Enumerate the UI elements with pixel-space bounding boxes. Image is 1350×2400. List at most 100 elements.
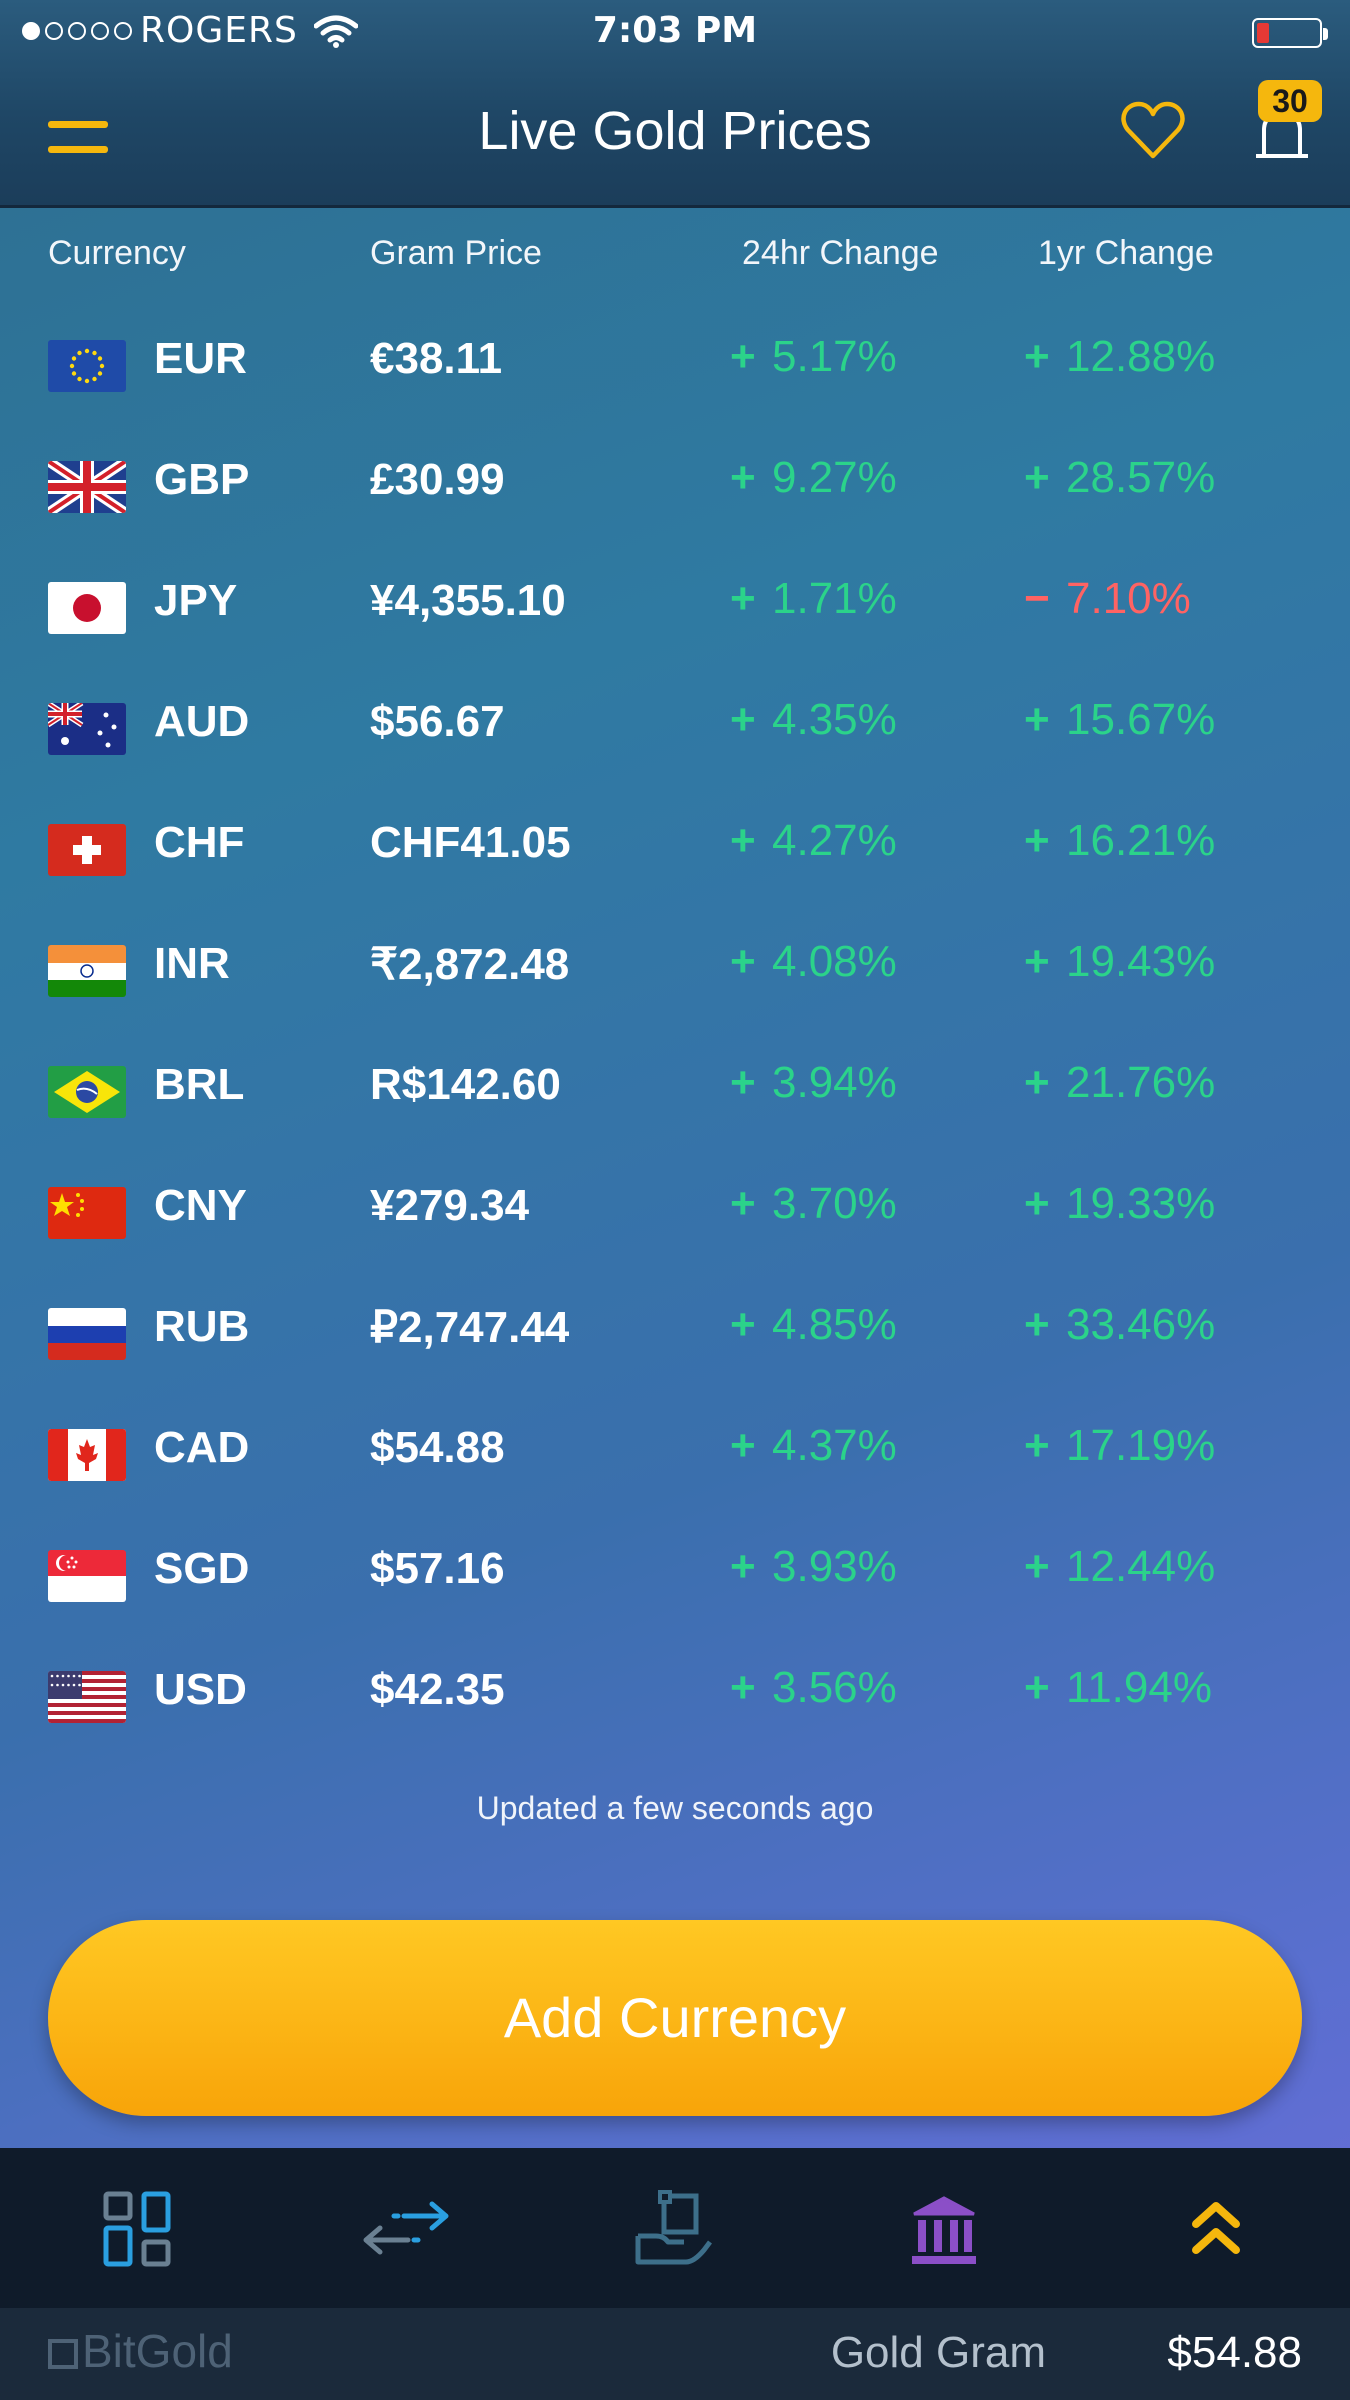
- bank-icon[interactable]: [904, 2190, 984, 2270]
- change-24hr: +4.37%: [730, 1421, 897, 1471]
- gram-price: $57.16: [370, 1544, 505, 1593]
- deposit-hand-icon[interactable]: [634, 2190, 714, 2270]
- change-1yr: +33.46%: [1024, 1300, 1215, 1350]
- plus-icon: +: [730, 937, 756, 986]
- change-1yr: +11.94%: [1024, 1663, 1212, 1713]
- currency-code: GBP: [154, 455, 250, 504]
- notification-badge: 30: [1258, 80, 1322, 122]
- gram-price: ₽2,747.44: [370, 1303, 570, 1352]
- heart-icon[interactable]: [1120, 100, 1186, 162]
- gram-price: $54.88: [370, 1423, 505, 1472]
- change-24hr-value: 1.71%: [772, 574, 897, 623]
- plus-icon: +: [730, 1179, 756, 1228]
- change-24hr-value: 4.27%: [772, 816, 897, 865]
- plus-icon: +: [730, 695, 756, 744]
- add-currency-button[interactable]: Add Currency: [48, 1920, 1302, 2116]
- minus-icon: −: [1024, 574, 1050, 623]
- plus-icon: +: [1024, 1421, 1050, 1470]
- plus-icon: +: [1024, 332, 1050, 381]
- currency-code: CNY: [154, 1181, 247, 1230]
- gram-price: ¥4,355.10: [370, 576, 566, 625]
- flag-cad-icon: [48, 1429, 126, 1481]
- page-title: Live Gold Prices: [478, 101, 872, 161]
- change-24hr: +4.35%: [730, 695, 897, 745]
- flag-gbp-icon: [48, 461, 126, 513]
- flag-cny-icon: [48, 1187, 126, 1239]
- gram-price: $42.35: [370, 1665, 505, 1714]
- signal-strength-icon: [22, 22, 132, 40]
- top-bar: ROGERS 7:03 PM Live Gold Prices 30: [0, 0, 1350, 208]
- plus-icon: +: [730, 332, 756, 381]
- hamburger-icon[interactable]: [48, 118, 108, 158]
- change-24hr-value: 5.17%: [772, 332, 897, 381]
- change-1yr-value: 12.44%: [1066, 1542, 1216, 1591]
- currency-code: RUB: [154, 1302, 250, 1351]
- currency-row[interactable]: GBP £30.99 +9.27% +28.57%: [0, 453, 1350, 581]
- header-1yr-change: 1yr Change: [1038, 234, 1214, 272]
- battery-icon: [1252, 18, 1328, 48]
- change-1yr-value: 12.88%: [1066, 332, 1216, 381]
- change-24hr-value: 4.37%: [772, 1421, 897, 1470]
- change-1yr: +19.43%: [1024, 937, 1215, 987]
- currency-row[interactable]: CNY ¥279.34 +3.70% +19.33%: [0, 1179, 1350, 1307]
- brand-logo: BitGold: [48, 2324, 233, 2378]
- header-gram-price: Gram Price: [370, 234, 542, 272]
- currency-row[interactable]: CAD $54.88 +4.37% +17.19%: [0, 1421, 1350, 1549]
- gram-price: €38.11: [370, 334, 503, 383]
- change-24hr: +4.85%: [730, 1300, 897, 1350]
- flag-sgd-icon: [48, 1550, 126, 1602]
- change-24hr: +3.94%: [730, 1058, 897, 1108]
- change-1yr: +21.76%: [1024, 1058, 1215, 1108]
- flag-rub-icon: [48, 1308, 126, 1360]
- change-1yr: +28.57%: [1024, 453, 1215, 503]
- dashboard-icon[interactable]: [100, 2190, 180, 2270]
- currency-code: SGD: [154, 1544, 250, 1593]
- change-24hr-value: 3.94%: [772, 1058, 897, 1107]
- flag-eur-icon: [48, 340, 126, 392]
- currency-row[interactable]: EUR €38.11 +5.17% +12.88%: [0, 332, 1350, 460]
- currency-code: JPY: [154, 576, 238, 625]
- change-24hr-value: 9.27%: [772, 453, 897, 502]
- change-1yr: +17.19%: [1024, 1421, 1215, 1471]
- status-time: 7:03 PM: [592, 10, 758, 51]
- change-1yr: +19.33%: [1024, 1179, 1215, 1229]
- currency-code: CHF: [154, 818, 245, 867]
- gold-gram-label: Gold Gram: [830, 2328, 1046, 2377]
- plus-icon: +: [1024, 453, 1050, 502]
- plus-icon: +: [730, 1058, 756, 1107]
- change-1yr-value: 19.43%: [1066, 937, 1216, 986]
- currency-row[interactable]: RUB ₽2,747.44 +4.85% +33.46%: [0, 1300, 1350, 1428]
- gold-chevrons-icon[interactable]: [1176, 2190, 1256, 2270]
- plus-icon: +: [730, 1663, 756, 1712]
- plus-icon: +: [730, 1300, 756, 1349]
- updated-status: Updated a few seconds ago: [476, 1790, 874, 1826]
- change-1yr-value: 33.46%: [1066, 1300, 1216, 1349]
- gram-price: CHF41.05: [370, 818, 571, 867]
- change-1yr-value: 19.33%: [1066, 1179, 1216, 1228]
- change-24hr-value: 4.85%: [772, 1300, 897, 1349]
- currency-row[interactable]: INR ₹2,872.48 +4.08% +19.43%: [0, 937, 1350, 1065]
- plus-icon: +: [1024, 816, 1050, 865]
- change-24hr: +3.93%: [730, 1542, 897, 1592]
- plus-icon: +: [1024, 1300, 1050, 1349]
- change-1yr-value: 11.94%: [1066, 1663, 1212, 1712]
- currency-row[interactable]: JPY ¥4,355.10 +1.71% −7.10%: [0, 574, 1350, 702]
- flag-usd-icon: [48, 1671, 126, 1723]
- currency-row[interactable]: SGD $57.16 +3.93% +12.44%: [0, 1542, 1350, 1670]
- transfer-icon[interactable]: [358, 2190, 454, 2270]
- plus-icon: +: [730, 453, 756, 502]
- change-24hr: +3.70%: [730, 1179, 897, 1229]
- flag-chf-icon: [48, 824, 126, 876]
- change-1yr-value: 15.67%: [1066, 695, 1216, 744]
- change-24hr: +1.71%: [730, 574, 897, 624]
- plus-icon: +: [730, 1421, 756, 1470]
- currency-row[interactable]: AUD $56.67 +4.35% +15.67%: [0, 695, 1350, 823]
- change-1yr-value: 7.10%: [1066, 574, 1191, 623]
- currency-row[interactable]: CHF CHF41.05 +4.27% +16.21%: [0, 816, 1350, 944]
- gram-price: $56.67: [370, 697, 505, 746]
- currency-row[interactable]: USD $42.35 +3.56% +11.94%: [0, 1663, 1350, 1791]
- flag-jpy-icon: [48, 582, 126, 634]
- change-24hr: +4.27%: [730, 816, 897, 866]
- currency-row[interactable]: BRL R$142.60 +3.94% +21.76%: [0, 1058, 1350, 1186]
